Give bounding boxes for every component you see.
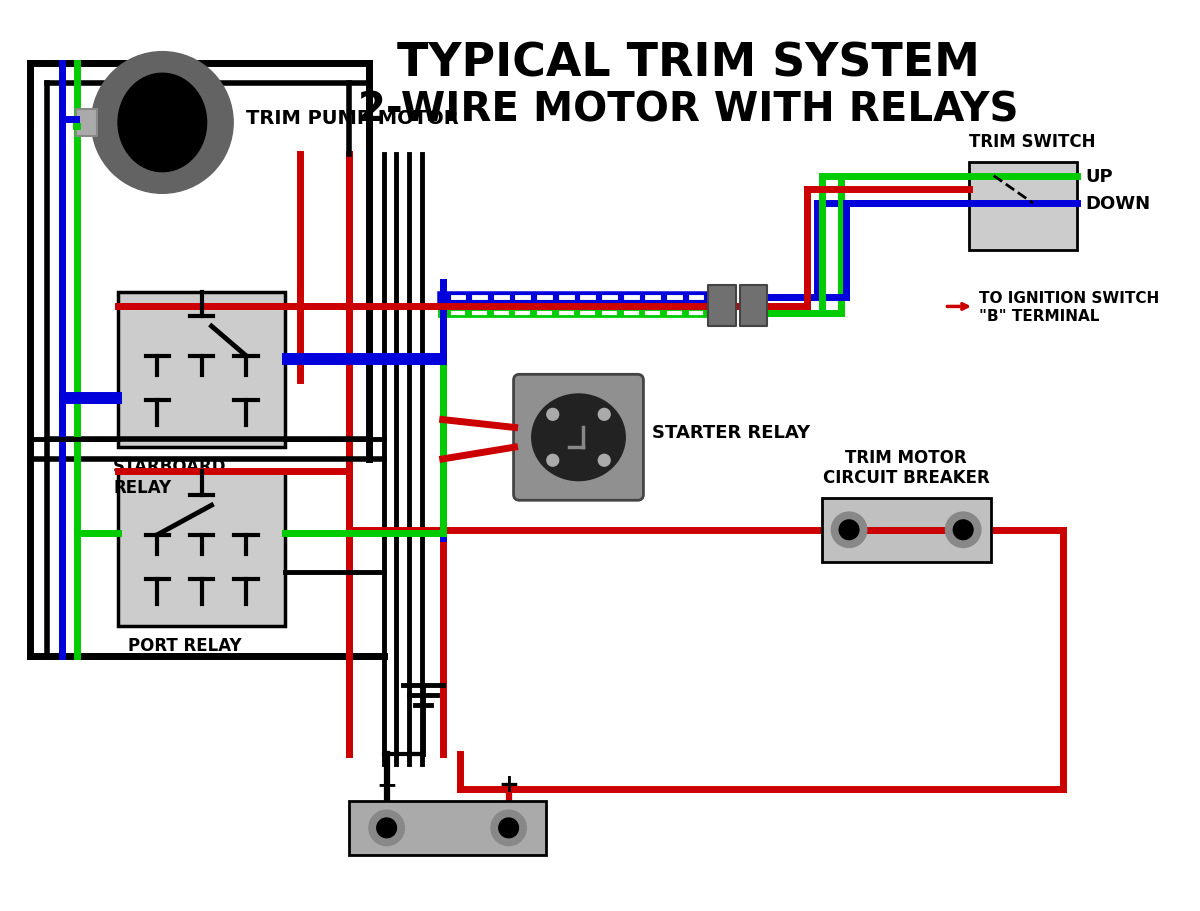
Text: STARBOARD
RELAY: STARBOARD RELAY (113, 457, 227, 496)
Bar (740, 285, 767, 327)
Text: TYPICAL TRIM SYSTEM: TYPICAL TRIM SYSTEM (397, 42, 980, 87)
Circle shape (377, 818, 396, 838)
Text: TRIM MOTOR
CIRCUIT BREAKER: TRIM MOTOR CIRCUIT BREAKER (823, 448, 990, 487)
Ellipse shape (532, 394, 625, 481)
Bar (708, 285, 736, 327)
Text: +: + (498, 773, 520, 796)
FancyBboxPatch shape (514, 375, 643, 501)
Text: UP: UP (1085, 168, 1112, 185)
Ellipse shape (118, 74, 206, 172)
Bar (349, 802, 546, 855)
Bar (76, 109, 97, 137)
Bar (822, 498, 991, 563)
Text: PORT RELAY: PORT RELAY (128, 636, 241, 654)
Text: TRIM SWITCH: TRIM SWITCH (970, 133, 1096, 151)
Text: −: − (376, 773, 397, 796)
Circle shape (953, 520, 973, 540)
Circle shape (499, 818, 518, 838)
Text: TO IGNITION SWITCH
"B" TERMINAL: TO IGNITION SWITCH "B" TERMINAL (979, 291, 1159, 323)
Circle shape (547, 455, 559, 466)
Text: STARTER RELAY: STARTER RELAY (653, 424, 810, 442)
Circle shape (491, 810, 527, 845)
Bar (970, 163, 1078, 251)
Text: DOWN: DOWN (1085, 195, 1151, 213)
Circle shape (91, 53, 233, 194)
Circle shape (599, 409, 610, 421)
Circle shape (368, 810, 404, 845)
Bar (118, 292, 286, 447)
Circle shape (839, 520, 859, 540)
Circle shape (946, 513, 980, 548)
Bar (118, 471, 286, 627)
Circle shape (599, 455, 610, 466)
Circle shape (547, 409, 559, 421)
Text: 2-WIRE MOTOR WITH RELAYS: 2-WIRE MOTOR WITH RELAYS (359, 91, 1019, 131)
Circle shape (832, 513, 866, 548)
Text: TRIM PUMP MOTOR: TRIM PUMP MOTOR (246, 109, 458, 128)
